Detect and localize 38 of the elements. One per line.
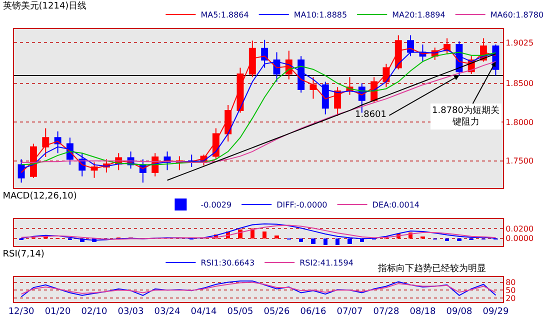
x-tick-label: 05/26: [264, 306, 290, 317]
legend-label: DIFF:-0.0000: [276, 200, 328, 210]
legend-label: DEA:0.0014: [372, 200, 420, 210]
y-tick-label: 50: [506, 286, 516, 295]
x-tick-label: 05/05: [227, 306, 254, 317]
y-tick-label: 0.0200: [506, 224, 534, 234]
x-tick-label: 08/18: [410, 306, 436, 317]
x-tick-label: 07/07: [336, 306, 363, 317]
chart-title: MACD(12,26,10): [2, 191, 77, 202]
x-tick-label: 04/14: [190, 306, 217, 317]
x-tick-label: 09/08: [446, 306, 472, 317]
x-tick-label: 12/30: [8, 306, 35, 317]
x-tick-label: 02/10: [81, 306, 108, 317]
x-tick-label: 07/28: [373, 306, 400, 317]
y-tick-label: 20: [506, 294, 516, 303]
legend-label: MA5:1.8864: [200, 10, 249, 20]
x-tick-label: 01/20: [44, 306, 72, 317]
legend-label: -0.0029: [200, 200, 232, 210]
y-tick-label: 80: [506, 278, 516, 288]
text: 指标向下趋势已经较为明显: [377, 263, 486, 274]
y-tick-label: 1.7500: [506, 156, 534, 166]
x-tick-label: 03/03: [118, 306, 144, 317]
legend-label: RSI2:41.1594: [300, 258, 354, 268]
x-tick-label: 03/24: [154, 306, 181, 317]
legend-label: MA10:1.8885: [294, 10, 348, 20]
y-tick-label: 1.8500: [506, 79, 534, 88]
y-tick-label: 1.8000: [506, 118, 534, 127]
chart-title: 英镑美元(1214)日线: [2, 0, 87, 12]
x-tick-label: 09/29: [482, 306, 509, 317]
y-tick-label: 1.9025: [506, 38, 534, 48]
chart-title: RSI(7,14): [2, 249, 44, 260]
annotation: 1.8780为短期关键阻力: [432, 105, 500, 128]
legend-label: RSI1:30.6643: [200, 258, 255, 268]
y-tick-label: 0.0000: [506, 234, 534, 244]
x-tick-label: 06/16: [300, 306, 326, 317]
annotation: 1.8601: [355, 110, 386, 120]
legend-label: MA60:1.8780: [490, 10, 544, 20]
legend-label: MA20:1.8894: [392, 10, 446, 20]
